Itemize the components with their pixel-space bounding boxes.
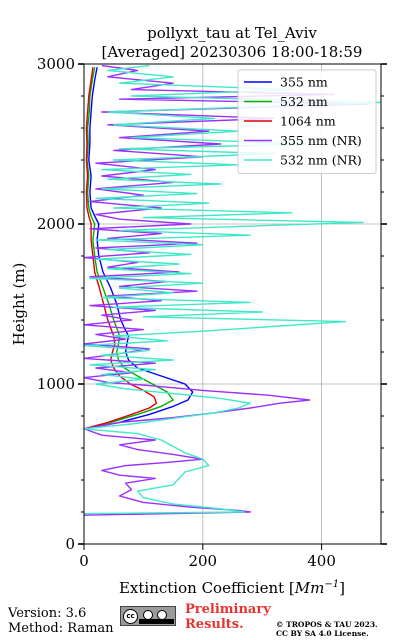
y-tick-label: 3000 bbox=[37, 55, 75, 73]
x-tick-label: 0 bbox=[79, 552, 89, 570]
method-label: Method: Raman bbox=[8, 621, 114, 636]
legend-label: 355 nm bbox=[280, 75, 328, 90]
x-axis-label: Extinction Coefficient [Mm−1] bbox=[119, 579, 345, 597]
x-tick-label: 400 bbox=[307, 552, 336, 570]
series-line bbox=[84, 64, 370, 516]
legend-label: 1064 nm bbox=[280, 114, 336, 129]
cc-license-badge: cc bbox=[120, 606, 176, 626]
preliminary-line2: Results. bbox=[185, 617, 244, 632]
version-label: Version: 3.6 bbox=[8, 606, 87, 621]
legend-label: 532 nm bbox=[280, 94, 328, 109]
legend-label: 532 nm (NR) bbox=[280, 153, 362, 168]
extinction-profile-chart: pollyxt_tau at Tel_Aviv [Averaged] 20230… bbox=[10, 24, 387, 597]
y-tick-label: 1000 bbox=[37, 375, 75, 393]
cc-badge-strip bbox=[139, 619, 174, 624]
x-axis-label-unit: Mm bbox=[294, 579, 325, 597]
axis-ticks: 0 200 400 0 1000 2000 3000 bbox=[37, 55, 387, 570]
cc-icon: cc bbox=[123, 609, 138, 624]
copyright-line2: CC BY SA 4.0 License. bbox=[276, 629, 369, 638]
x-axis-label-suffix: ] bbox=[339, 579, 345, 597]
series-line bbox=[84, 67, 174, 430]
legend: 355 nm 532 nm 1064 nm 355 nm (NR) 532 nm (NR… bbox=[237, 69, 377, 174]
legend-label: 355 nm (NR) bbox=[280, 133, 362, 148]
x-tick-label: 200 bbox=[188, 552, 217, 570]
y-tick-label: 0 bbox=[65, 535, 75, 553]
preliminary-note: Preliminary Results. bbox=[185, 602, 271, 632]
legend-box bbox=[237, 69, 377, 174]
y-tick-label: 2000 bbox=[37, 215, 75, 233]
copyright-note: © TROPOS & TAU 2023. CC BY SA 4.0 Licens… bbox=[276, 620, 378, 638]
x-axis-label-exp: −1 bbox=[324, 579, 339, 590]
y-axis-label: Height (m) bbox=[10, 263, 28, 346]
copyright-line1: © TROPOS & TAU 2023. bbox=[276, 620, 378, 629]
chart-title-line1: pollyxt_tau at Tel_Aviv bbox=[147, 24, 317, 42]
plot-frame bbox=[83, 63, 382, 545]
x-axis-label-prefix: Extinction Coefficient [ bbox=[119, 579, 295, 597]
preliminary-line1: Preliminary bbox=[185, 602, 271, 617]
chart-title-line2: [Averaged] 20230306 18:00-18:59 bbox=[102, 43, 363, 61]
